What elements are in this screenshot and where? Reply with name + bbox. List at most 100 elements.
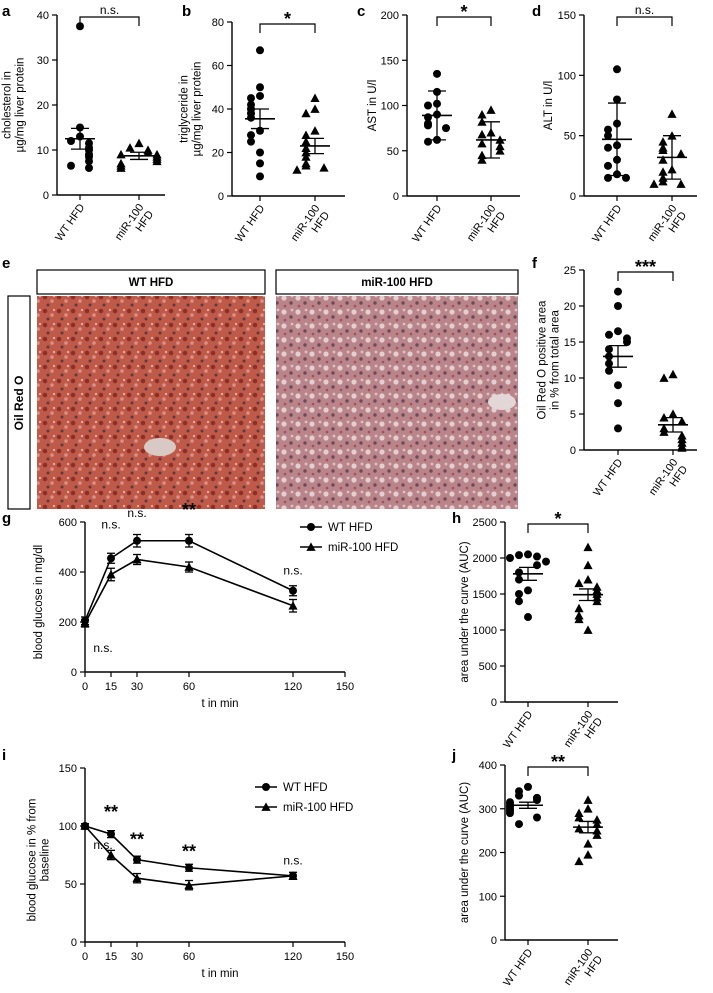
- significance-bracket: [259, 23, 316, 33]
- data-point: [247, 137, 255, 146]
- data-point: [604, 161, 612, 170]
- data-point: [289, 586, 297, 595]
- data-point: [433, 69, 441, 78]
- significance-bracket: [527, 523, 589, 533]
- data-point: [116, 149, 126, 159]
- data-point: [495, 146, 505, 155]
- x-tick-label: 0: [82, 951, 88, 963]
- data-point: [132, 873, 142, 883]
- data-point: [506, 554, 514, 562]
- significance-label: n.s.: [101, 517, 120, 531]
- data-point: [288, 871, 298, 880]
- vessel-mir100: [488, 394, 516, 410]
- series-wt: [81, 533, 297, 626]
- y-axis-label: AST in U/l: [367, 80, 379, 132]
- chart-i: 0 50 100 150 0 15 30 60 120 150 t in min blood gluc…: [27, 763, 355, 980]
- group-mir100: [573, 795, 603, 866]
- data-point: [524, 586, 532, 595]
- data-point: [247, 131, 255, 140]
- data-point: [515, 597, 523, 606]
- y-tick-label: 25: [564, 265, 576, 277]
- data-point: [106, 569, 116, 579]
- y-tick-label: 20: [564, 301, 576, 313]
- y-tick-label: 0: [218, 191, 224, 203]
- data-point: [424, 101, 432, 110]
- data-point: [574, 812, 584, 822]
- significance-bracket: [527, 766, 589, 776]
- y-tick-label: 0: [491, 697, 497, 709]
- significance-label: *: [460, 2, 467, 22]
- data-point: [184, 562, 194, 571]
- data-point: [658, 167, 668, 176]
- significance-label: **: [104, 802, 118, 822]
- y-tick-label: 0: [491, 935, 497, 947]
- histology-title-wt: WT HFD: [129, 277, 174, 289]
- y-tick-label: 20: [37, 100, 49, 112]
- y-tick-label: 80: [212, 17, 224, 29]
- series-wt: [81, 822, 297, 881]
- data-point: [301, 137, 311, 146]
- histology-image-mir100: [276, 296, 518, 509]
- y-tick-label: 5: [570, 409, 576, 421]
- data-point: [574, 823, 584, 833]
- significance-label: ***: [635, 257, 656, 277]
- y-tick-label: 150: [381, 55, 399, 67]
- category-label: WT HFD: [501, 947, 535, 989]
- data-point: [486, 105, 496, 114]
- group-wt: [422, 69, 452, 146]
- x-tick-label: 30: [131, 951, 143, 963]
- data-point: [574, 603, 584, 613]
- panel-letter-h: h: [452, 510, 461, 527]
- data-point: [301, 108, 311, 118]
- y-tick-label: 200: [59, 617, 77, 629]
- data-point: [67, 161, 75, 170]
- data-point: [533, 552, 541, 561]
- data-point: [288, 601, 298, 610]
- data-point: [301, 143, 311, 153]
- category-label: WT HFD: [590, 203, 624, 245]
- category-label: miR-100HFD: [562, 947, 606, 993]
- data-point: [477, 129, 487, 139]
- data-point: [301, 160, 311, 170]
- legend-item-wt: WT HFD: [255, 782, 328, 794]
- y-tick-label: 2500: [473, 517, 497, 529]
- data-point: [524, 613, 532, 622]
- x-tick-label: 150: [336, 681, 354, 693]
- data-point: [605, 359, 613, 368]
- data-point: [524, 550, 532, 559]
- data-point: [184, 880, 194, 890]
- data-point: [583, 850, 593, 859]
- y-tick-label: 0: [71, 667, 77, 679]
- data-point: [677, 416, 687, 426]
- category-label: WT HFD: [501, 709, 535, 751]
- chart-c: 0 50 100 150 200 AST in U/l WT HFD miR-100HFD *: [367, 2, 520, 245]
- x-tick-label: 15: [105, 681, 117, 693]
- data-point: [614, 381, 622, 390]
- category-label: WT HFD: [410, 203, 444, 245]
- y-tick-label: 60: [212, 61, 224, 73]
- data-point: [604, 125, 612, 134]
- significance-label: n.s.: [127, 506, 146, 520]
- x-tick-label: 15: [105, 951, 117, 963]
- data-point: [256, 83, 264, 92]
- legend-label: miR-100 HFD: [328, 542, 398, 554]
- group-mir100: [476, 105, 506, 164]
- panel-letter-j: j: [451, 747, 456, 764]
- legend-marker: [261, 802, 271, 811]
- histology-title-box-wt: [36, 269, 266, 295]
- y-tick-label: 300: [479, 804, 497, 816]
- data-point: [574, 856, 584, 866]
- y-tick-label: 40: [212, 104, 224, 116]
- data-point: [542, 557, 550, 566]
- data-point: [319, 163, 329, 172]
- data-point: [247, 113, 255, 122]
- data-point: [613, 65, 621, 74]
- significance-label: *: [284, 9, 291, 29]
- y-tick-label: 100: [479, 891, 497, 903]
- significance-label: n.s.: [283, 853, 302, 867]
- data-point: [256, 172, 264, 181]
- data-point: [613, 95, 621, 104]
- data-point: [80, 618, 90, 628]
